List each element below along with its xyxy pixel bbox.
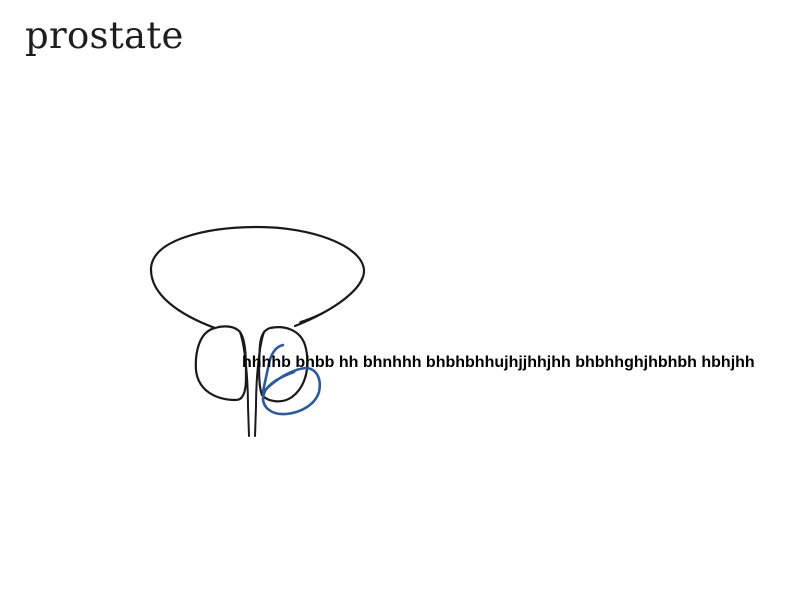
bladder-outline (149, 225, 366, 330)
page-title: prostate (25, 14, 184, 57)
left-lobe-outline (194, 325, 248, 402)
urethra-right-line (254, 331, 265, 437)
annotation-stroke-loop[interactable] (261, 366, 322, 416)
annotation-stroke-hook[interactable] (261, 343, 285, 394)
bladder-edge-stroke (299, 277, 363, 323)
annotation-text[interactable]: hhhhb bhbb hh bhnhhh bhbhbhhujhjjhhjhh b… (242, 354, 755, 371)
urethra-left-line (239, 331, 250, 437)
